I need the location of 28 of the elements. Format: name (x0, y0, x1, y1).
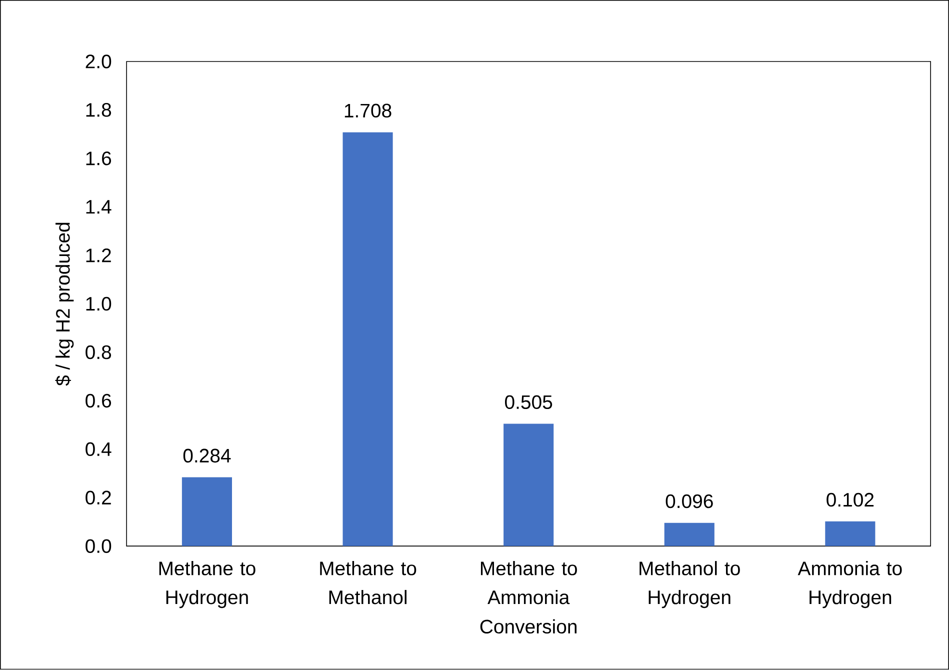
y-tick-label: 0.0 (86, 539, 112, 554)
y-tick-label: 1.6 (86, 152, 112, 166)
x-tick-label: Methanol to Hydrogen (640, 561, 740, 608)
y-tick-label: 0.2 (86, 490, 111, 505)
data-label: 0.096 (666, 494, 713, 508)
x-tick-label: Methane to Hydrogen (159, 561, 256, 608)
x-axis-title: Conversion (480, 619, 576, 634)
bar (182, 477, 232, 546)
x-tick-label: Methane to Ammonia (480, 561, 577, 604)
data-label: 0.505 (505, 395, 552, 410)
y-tick-label: 2.0 (86, 54, 112, 69)
y-tick-label: 0.6 (86, 394, 112, 408)
y-tick-label: 1.8 (86, 103, 112, 117)
y-tick-label: 1.2 (86, 248, 111, 262)
bar (504, 424, 554, 546)
x-tick-label: Methane to Methanol (320, 561, 416, 604)
data-label: 0.102 (826, 493, 874, 507)
data-label: 1.708 (344, 104, 392, 118)
data-label: 0.284 (183, 448, 231, 463)
x-tick-label: Ammonia to Hydrogen (798, 561, 902, 608)
bar (825, 522, 876, 546)
y-tick-label: 1.4 (86, 200, 112, 214)
y-tick-label: 0.4 (86, 442, 112, 456)
y-axis-title: $ / kg H2 produced (55, 223, 74, 386)
bar (342, 132, 393, 546)
y-tick-label: 1.0 (86, 297, 112, 311)
bar (664, 522, 714, 546)
y-tick-label: 0.8 (86, 346, 112, 360)
